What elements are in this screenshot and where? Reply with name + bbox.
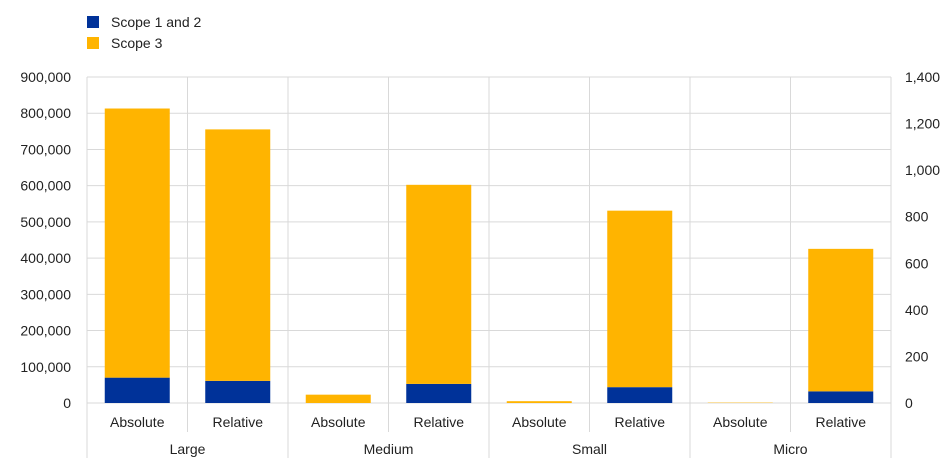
bar-medium-relative-series-2 xyxy=(406,184,472,384)
legend-swatch-scope-3 xyxy=(87,36,99,49)
legend: Scope 1 and 2 Scope 3 xyxy=(87,11,201,53)
bar-micro-relative-series-2 xyxy=(808,248,874,392)
bar-small-absolute-series-2 xyxy=(506,401,572,403)
bar-large-absolute-series-1 xyxy=(104,377,170,403)
legend-item-scope-1-2: Scope 1 and 2 xyxy=(87,11,201,32)
bar-small-relative-series-2 xyxy=(607,210,673,388)
right-axis-tick-label: 400 xyxy=(905,302,929,318)
bar-medium-relative-series-1 xyxy=(406,383,472,403)
left-axis-tick-label: 300,000 xyxy=(20,286,71,302)
bar-large-relative-series-1 xyxy=(205,380,271,403)
right-axis-tick-label: 0 xyxy=(905,395,913,411)
left-axis-tick-label: 100,000 xyxy=(20,359,71,375)
bar-small-relative-series-1 xyxy=(607,387,673,403)
x-subcategory-label: Relative xyxy=(212,414,263,430)
legend-item-scope-3: Scope 3 xyxy=(87,32,201,53)
x-group-label: Small xyxy=(572,441,607,457)
legend-label-scope-1-2: Scope 1 and 2 xyxy=(111,13,202,30)
bar-large-relative-series-2 xyxy=(205,129,271,381)
x-group-label: Micro xyxy=(773,441,807,457)
left-axis-tick-label: 700,000 xyxy=(20,141,71,157)
left-axis-tick-label: 800,000 xyxy=(20,105,71,121)
x-subcategory-label: Relative xyxy=(815,414,866,430)
left-axis-tick-label: 600,000 xyxy=(20,178,71,194)
x-subcategory-label: Relative xyxy=(614,414,665,430)
right-axis-tick-label: 1,400 xyxy=(905,69,940,85)
x-subcategory-label: Absolute xyxy=(512,414,567,430)
left-axis-tick-label: 900,000 xyxy=(20,69,71,85)
x-group-label: Medium xyxy=(364,441,414,457)
x-group-label: Large xyxy=(170,441,206,457)
x-subcategory-label: Absolute xyxy=(713,414,768,430)
right-axis-tick-label: 200 xyxy=(905,348,929,364)
right-axis-tick-label: 800 xyxy=(905,209,929,225)
right-axis-tick-label: 1,000 xyxy=(905,162,940,178)
legend-label-scope-3: Scope 3 xyxy=(111,34,163,51)
x-subcategory-label: Relative xyxy=(413,414,464,430)
left-axis-tick-label: 200,000 xyxy=(20,323,71,339)
left-axis-tick-label: 500,000 xyxy=(20,214,71,230)
x-subcategory-label: Absolute xyxy=(110,414,165,430)
right-axis-tick-label: 600 xyxy=(905,255,929,271)
right-axis-tick-label: 1,200 xyxy=(905,116,940,132)
left-axis-tick-label: 400,000 xyxy=(20,250,71,266)
legend-swatch-scope-1-2 xyxy=(87,15,99,28)
x-subcategory-label: Absolute xyxy=(311,414,366,430)
bar-medium-absolute-series-2 xyxy=(305,394,371,403)
bar-micro-relative-series-1 xyxy=(808,391,874,403)
bar-large-absolute-series-2 xyxy=(104,108,170,378)
left-axis-tick-label: 0 xyxy=(63,395,71,411)
